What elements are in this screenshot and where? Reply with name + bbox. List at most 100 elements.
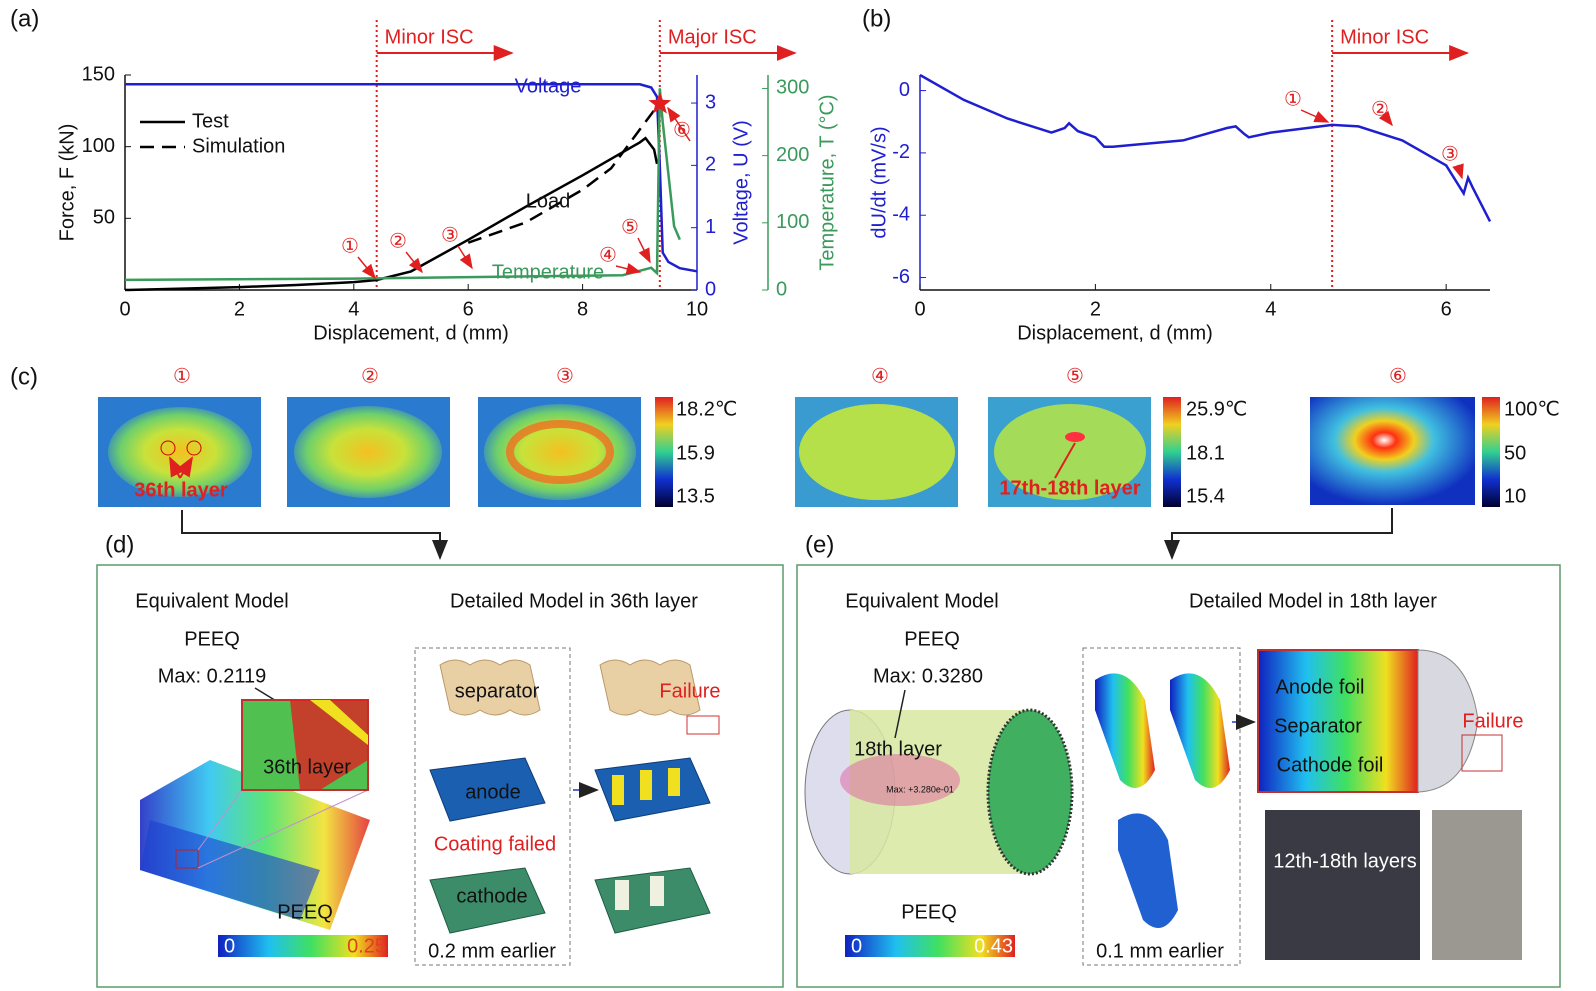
colorbar-label: 13.5 xyxy=(676,485,715,507)
subtitle: Detailed Model in 18th layer xyxy=(1189,590,1437,612)
colorbar-label: 100℃ xyxy=(1504,398,1560,420)
annotation: Load xyxy=(526,190,571,212)
label: 18th layer xyxy=(854,738,942,760)
y-tick-label: 3 xyxy=(705,91,716,113)
colorbar-label: 0.43 xyxy=(974,935,1013,957)
annotation: ② xyxy=(389,230,407,252)
colorbar-label: 15.9 xyxy=(676,442,715,464)
x-tick-label: 4 xyxy=(348,298,359,320)
panel-label: (d) xyxy=(105,531,134,558)
y-axis-label: Force, F (kN) xyxy=(56,124,78,242)
annotation: ④ xyxy=(599,244,617,266)
part-label: Anode foil xyxy=(1276,676,1365,698)
annotation: 17th-18th layer xyxy=(999,477,1140,499)
note: 0.1 mm earlier xyxy=(1096,940,1224,962)
annotation-arrow xyxy=(458,246,472,268)
page: (a)0246810Displacement, d (mm)50100150Fo… xyxy=(0,0,1596,991)
annotation-arrow xyxy=(1458,165,1462,178)
x-tick-label: 4 xyxy=(1265,298,1276,320)
figure: (a)0246810Displacement, d (mm)50100150Fo… xyxy=(0,0,1596,991)
y-tick-label: 0 xyxy=(705,278,716,300)
legend-label: Simulation xyxy=(192,135,285,157)
annotation: ⑤ xyxy=(621,216,639,238)
layer-slice xyxy=(1170,673,1230,788)
connector xyxy=(182,510,440,558)
subtitle: Equivalent Model xyxy=(135,590,288,612)
colorbar-label: 50 xyxy=(1504,442,1526,464)
photo xyxy=(1432,810,1522,960)
colorbar-label: 25.9℃ xyxy=(1186,398,1247,420)
thermal-image xyxy=(1310,397,1475,505)
colorbar xyxy=(1482,397,1500,507)
marker: ⑥ xyxy=(1389,365,1407,387)
event-label: Major ISC xyxy=(668,26,757,48)
y-tick-label: 300 xyxy=(776,77,809,99)
subtitle: Equivalent Model xyxy=(845,590,998,612)
layer-slice xyxy=(1118,813,1178,928)
y-tick-label: -2 xyxy=(892,141,910,163)
part-label: cathode xyxy=(456,885,527,907)
label: PEEQ xyxy=(901,901,957,923)
annotation: 36th layer xyxy=(134,479,228,501)
annotation: ① xyxy=(1284,88,1302,110)
part-label: Failure xyxy=(1462,710,1523,732)
x-tick-label: 6 xyxy=(1441,298,1452,320)
y-axis-label: Temperature, T (°C) xyxy=(816,94,838,270)
annotation-arrow xyxy=(358,257,375,278)
x-axis-label: Displacement, d (mm) xyxy=(313,322,509,344)
y-tick-label: 0 xyxy=(899,79,910,101)
part-label: Cathode foil xyxy=(1277,754,1384,776)
y-tick-label: 1 xyxy=(705,216,716,238)
panel-c: (c) ① ② ③ ④ ⑤ ⑥ 36th layer 17th-18th lay… xyxy=(10,363,1560,558)
layer-slice xyxy=(1095,673,1155,788)
x-tick-label: 0 xyxy=(119,298,130,320)
thermal-image xyxy=(294,406,442,498)
part-label: Coating failed xyxy=(434,833,556,855)
annotation-arrow xyxy=(1388,120,1392,125)
x-tick-label: 2 xyxy=(234,298,245,320)
panel-d: (d) Equivalent Model Detailed Model in 3… xyxy=(97,531,783,987)
label: 36th layer xyxy=(263,756,351,778)
annotation: ③ xyxy=(1441,143,1459,165)
colorbar xyxy=(655,397,673,507)
x-axis-label: Displacement, d (mm) xyxy=(1017,322,1213,344)
hot-region xyxy=(840,754,960,806)
panel-label: (c) xyxy=(10,363,38,390)
annotation: ① xyxy=(341,235,359,257)
thermal-image xyxy=(799,404,955,500)
label: PEEQ xyxy=(277,901,333,923)
part-label: separator xyxy=(455,680,540,702)
y-tick-label: 200 xyxy=(776,144,809,166)
y-tick-label: 0 xyxy=(776,278,787,300)
y-axis-label: Voltage, U (V) xyxy=(730,120,752,245)
subtitle: Detailed Model in 36th layer xyxy=(450,590,698,612)
annotation: ③ xyxy=(441,224,459,246)
x-tick-label: 0 xyxy=(914,298,925,320)
x-tick-label: 6 xyxy=(463,298,474,320)
part-label: Separator xyxy=(1274,715,1362,737)
series-label: Temperature xyxy=(492,261,604,283)
marker: ② xyxy=(361,365,379,387)
colorbar xyxy=(1163,397,1181,507)
label: PEEQ xyxy=(904,628,960,650)
part-label: Failure xyxy=(659,680,720,702)
y-tick-label: 100 xyxy=(82,135,115,157)
colorbar-label: 0 xyxy=(851,935,862,957)
legend-label: Test xyxy=(192,110,229,132)
colorbar-label: 18.2℃ xyxy=(676,398,737,420)
y-tick-label: 50 xyxy=(93,207,115,229)
panel-label: (b) xyxy=(862,5,891,32)
colorbar-label: 10 xyxy=(1504,485,1526,507)
y-tick-label: 2 xyxy=(705,154,716,176)
event-label: Minor ISC xyxy=(1340,26,1429,48)
marker: ④ xyxy=(871,365,889,387)
y-axis-label: dU/dt (mV/s) xyxy=(868,126,890,238)
colorbar-label: 18.1 xyxy=(1186,442,1225,464)
colorbar-label: 0 xyxy=(224,935,235,957)
label: PEEQ xyxy=(184,628,240,650)
event-label: Minor ISC xyxy=(385,26,474,48)
panel-label: (e) xyxy=(805,531,834,558)
y-tick-label: -6 xyxy=(892,266,910,288)
failure-box xyxy=(687,716,719,734)
